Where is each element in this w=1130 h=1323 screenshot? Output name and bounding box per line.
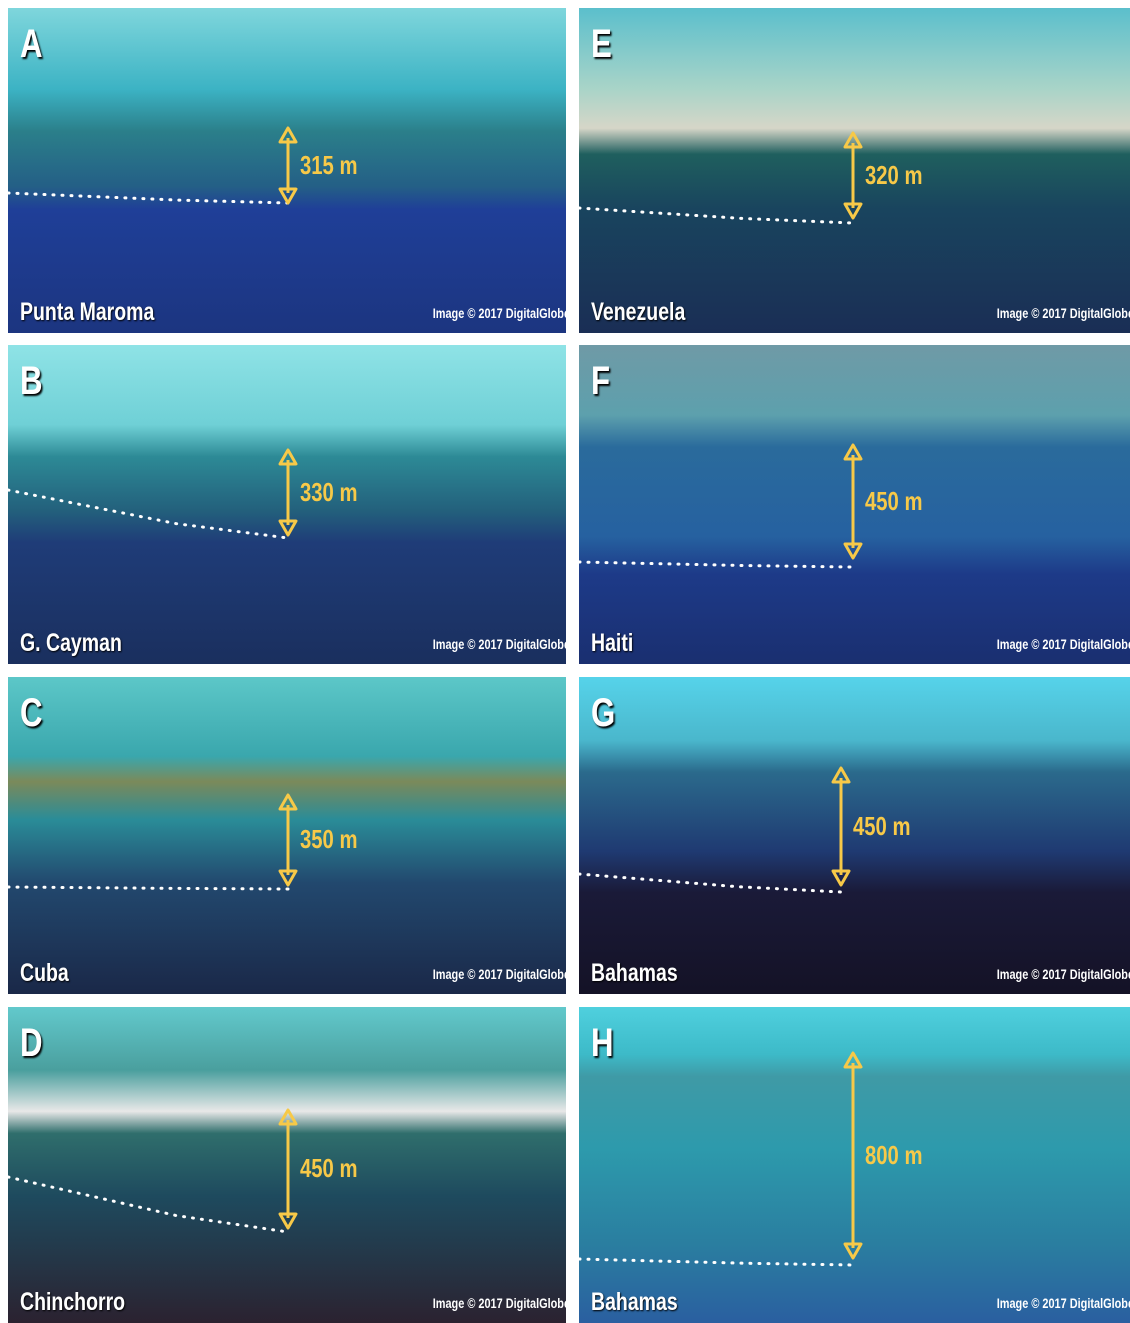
location-label: Punta Maroma <box>20 298 154 327</box>
distance-label: 450 m <box>300 1153 358 1184</box>
distance-label: 320 m <box>865 160 923 191</box>
reef-dotted-line <box>8 1177 288 1232</box>
location-label: Bahamas <box>591 959 678 988</box>
distance-label: 330 m <box>300 477 358 508</box>
image-panel: F Haiti Image © 2017 DigitalGlobe 450 m <box>579 345 1130 664</box>
overlay <box>8 677 566 994</box>
image-panel: B G. Cayman Image © 2017 DigitalGlobe 330 m <box>8 345 566 664</box>
panel-letter: H <box>591 1021 614 1066</box>
image-panel: G Bahamas Image © 2017 DigitalGlobe 450 m <box>579 677 1130 994</box>
panel-letter: D <box>20 1021 43 1066</box>
reef-dotted-line <box>579 874 841 892</box>
panel-letter: E <box>591 22 612 67</box>
reef-dotted-line <box>8 490 288 538</box>
location-label: Venezuela <box>591 298 685 327</box>
image-credit: Image © 2017 DigitalGlobe <box>433 636 566 652</box>
location-label: Bahamas <box>591 1288 678 1317</box>
image-panel: E Venezuela Image © 2017 DigitalGlobe 320 m <box>579 8 1130 333</box>
overlay <box>8 1007 566 1323</box>
reef-dotted-line <box>8 193 288 203</box>
reef-dotted-line <box>579 208 853 223</box>
location-label: Cuba <box>20 959 69 988</box>
figure: A Punta Maroma Image © 2017 DigitalGlobe 31… <box>0 0 1130 1323</box>
image-credit: Image © 2017 DigitalGlobe <box>433 305 566 321</box>
image-credit: Image © 2017 DigitalGlobe <box>997 1295 1130 1311</box>
image-credit: Image © 2017 DigitalGlobe <box>433 1295 566 1311</box>
distance-label: 450 m <box>865 486 923 517</box>
panel-letter: C <box>20 691 43 736</box>
panel-letter: A <box>20 22 43 67</box>
image-panel: A Punta Maroma Image © 2017 DigitalGlobe 31… <box>8 8 566 333</box>
distance-label: 450 m <box>853 811 911 842</box>
reef-dotted-line <box>579 562 853 567</box>
reef-dotted-line <box>579 1259 853 1265</box>
panel-letter: F <box>591 359 610 404</box>
panel-letter: G <box>591 691 615 736</box>
overlay <box>579 1007 1130 1323</box>
image-credit: Image © 2017 DigitalGlobe <box>997 966 1130 982</box>
overlay <box>579 345 1130 664</box>
overlay <box>579 8 1130 333</box>
reef-dotted-line <box>8 887 288 889</box>
image-credit: Image © 2017 DigitalGlobe <box>433 966 566 982</box>
image-credit: Image © 2017 DigitalGlobe <box>997 636 1130 652</box>
distance-label: 315 m <box>300 150 358 181</box>
image-panel: H Bahamas Image © 2017 DigitalGlobe 800 m <box>579 1007 1130 1323</box>
image-credit: Image © 2017 DigitalGlobe <box>997 305 1130 321</box>
overlay <box>8 345 566 664</box>
image-panel: D Chinchorro Image © 2017 DigitalGlobe 450 … <box>8 1007 566 1323</box>
overlay <box>8 8 566 333</box>
location-label: Chinchorro <box>20 1288 125 1317</box>
panel-letter: B <box>20 359 43 404</box>
location-label: G. Cayman <box>20 629 122 658</box>
image-panel: C Cuba Image © 2017 DigitalGlobe 350 m <box>8 677 566 994</box>
distance-label: 800 m <box>865 1140 923 1171</box>
location-label: Haiti <box>591 629 633 658</box>
distance-label: 350 m <box>300 824 358 855</box>
